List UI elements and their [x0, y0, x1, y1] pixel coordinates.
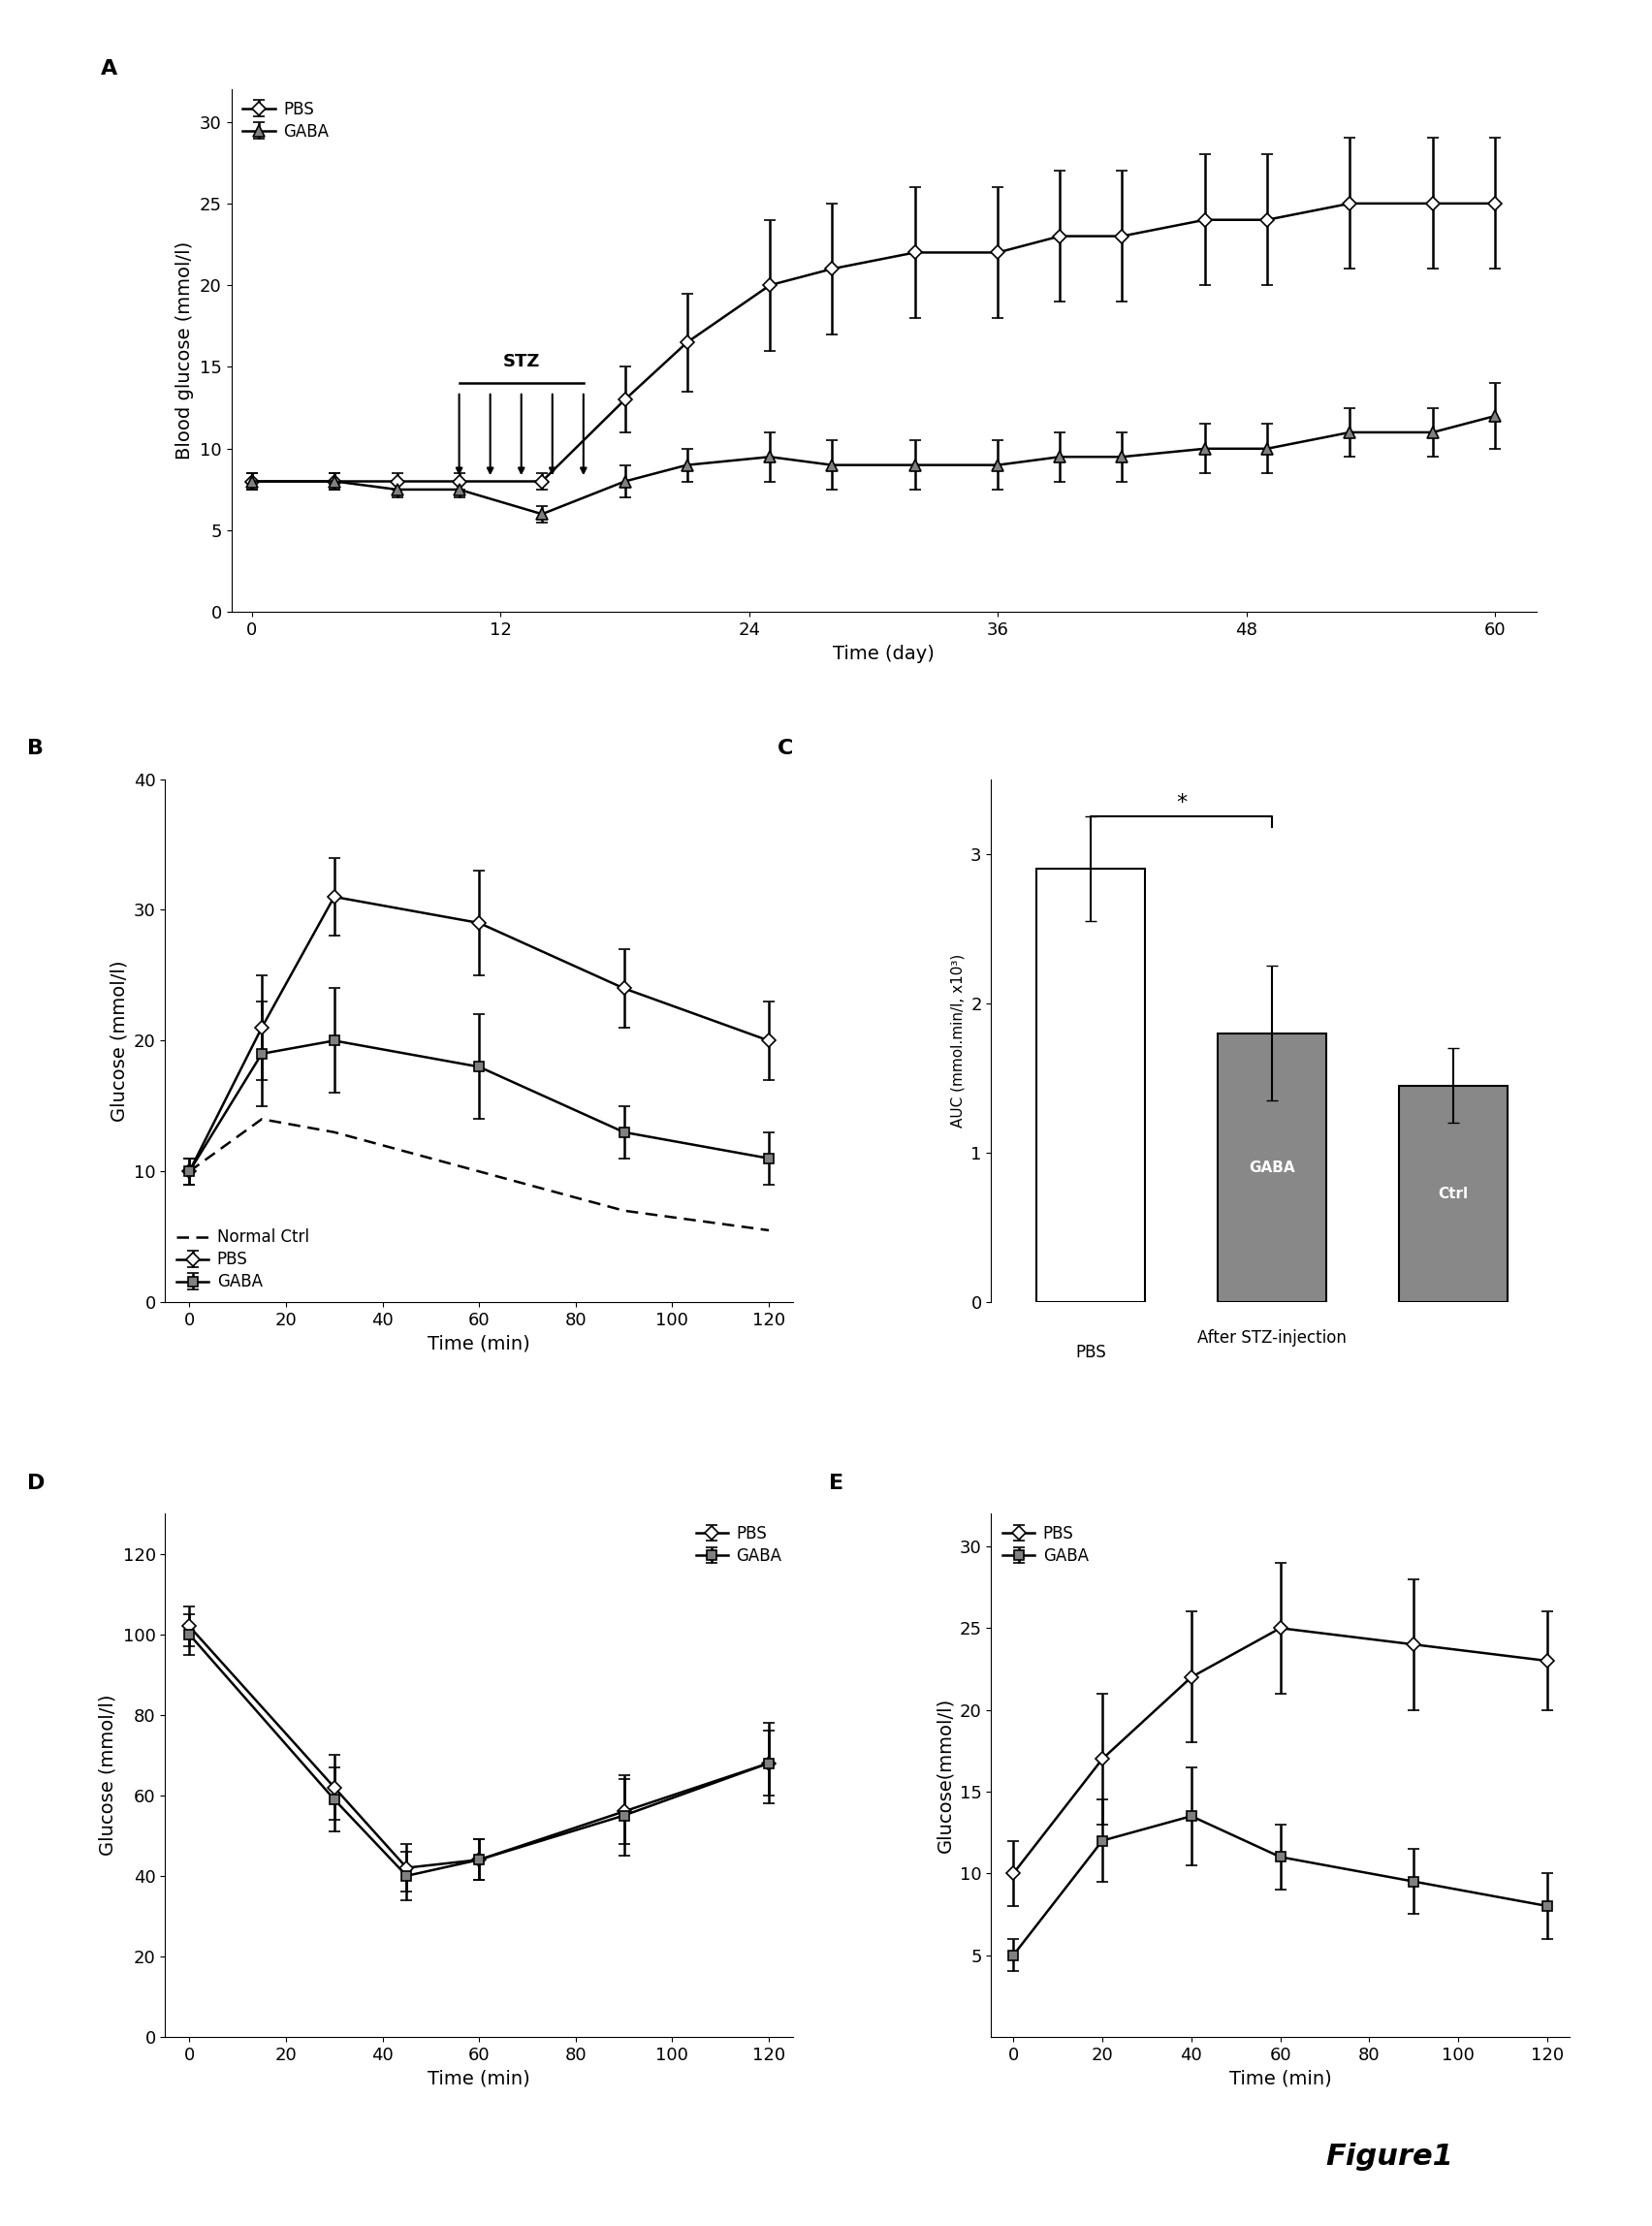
- Legend: Normal Ctrl, PBS, GABA: Normal Ctrl, PBS, GABA: [173, 1227, 312, 1293]
- Text: D: D: [26, 1474, 45, 1494]
- X-axis label: Time (min): Time (min): [428, 1333, 530, 1353]
- Text: A: A: [101, 60, 117, 78]
- Normal Ctrl: [469, 1158, 489, 1184]
- Normal Ctrl: [180, 1158, 200, 1184]
- X-axis label: After STZ-injection: After STZ-injection: [1198, 1329, 1346, 1347]
- X-axis label: Time (min): Time (min): [1229, 2068, 1332, 2088]
- Normal Ctrl: [324, 1120, 344, 1146]
- Text: C: C: [778, 739, 793, 759]
- Text: Ctrl: Ctrl: [1439, 1186, 1469, 1202]
- Text: STZ: STZ: [502, 352, 540, 370]
- Text: E: E: [829, 1474, 844, 1494]
- Text: *: *: [1176, 792, 1186, 812]
- Normal Ctrl: [615, 1198, 634, 1224]
- Y-axis label: Glucose(mmol/l): Glucose(mmol/l): [935, 1698, 955, 1852]
- Y-axis label: Blood glucose (mmol/l): Blood glucose (mmol/l): [175, 240, 195, 461]
- Text: PBS: PBS: [1075, 1345, 1107, 1362]
- Y-axis label: Glucose (mmol/l): Glucose (mmol/l): [111, 959, 129, 1122]
- Y-axis label: AUC (mmol.min/l, x10³): AUC (mmol.min/l, x10³): [950, 953, 965, 1129]
- X-axis label: Time (min): Time (min): [428, 2068, 530, 2088]
- Text: Figure1: Figure1: [1327, 2141, 1454, 2170]
- Legend: PBS, GABA: PBS, GABA: [240, 98, 332, 142]
- Y-axis label: Glucose (mmol/l): Glucose (mmol/l): [99, 1694, 117, 1856]
- Legend: PBS, GABA: PBS, GABA: [692, 1523, 785, 1567]
- Line: Normal Ctrl: Normal Ctrl: [190, 1120, 768, 1231]
- Text: GABA: GABA: [1249, 1160, 1295, 1175]
- Bar: [1036, 868, 1145, 1302]
- X-axis label: Time (day): Time (day): [833, 643, 935, 663]
- Normal Ctrl: [758, 1218, 778, 1244]
- Legend: PBS, GABA: PBS, GABA: [999, 1523, 1092, 1567]
- Text: B: B: [26, 739, 43, 759]
- Bar: [1399, 1086, 1508, 1302]
- Bar: [1218, 1033, 1327, 1302]
- Normal Ctrl: [251, 1106, 271, 1133]
